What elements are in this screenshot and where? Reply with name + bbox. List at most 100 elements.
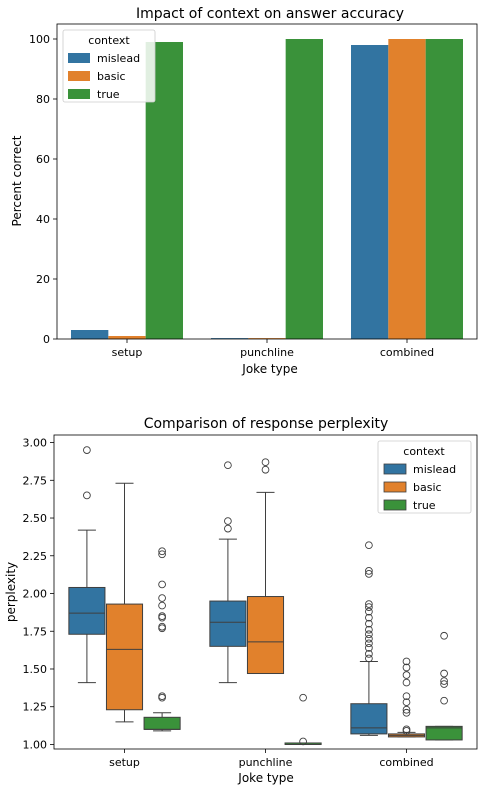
box-mislead-punchline [209,600,247,647]
outlier-true-combined [440,677,448,685]
outlier-true-setup [158,601,166,610]
outlier-basic-punchline [261,458,270,467]
outlier-true-setup [158,693,166,702]
outlier-true-combined [440,631,448,640]
y-tick-label: 20 [36,273,50,286]
legend-label-mislead: mislead [97,52,140,65]
outlier-mislead-setup [83,491,91,500]
outlier-true-setup [158,612,166,621]
accuracy-chart: Impact of context on answer accuracy 0 20… [10,6,478,376]
y-tick-label: 2.75 [23,474,48,487]
chart1-plot-frame [56,23,478,340]
outlier-true-setup [158,547,166,556]
bar-basic-setup [108,336,146,339]
legend-swatch-mislead [383,463,407,475]
y-tick-label: 1.25 [23,701,48,714]
outlier-mislead-combined [365,613,373,622]
legend-swatch-basic [68,71,90,81]
outlier-mislead-combined [365,654,373,663]
chart2-legend: context mislead basic true [377,440,472,514]
bar-true-combined [425,39,463,339]
outlier-mislead-combined [365,607,373,616]
outlier-basic-punchline [261,465,270,474]
outlier-mislead-combined [365,630,373,639]
legend-label-basic: basic [413,481,442,494]
bar-basic-punchline [248,338,286,339]
outlier-basic-combined [402,725,411,734]
y-tick-label: 80 [36,93,50,106]
outlier-true-setup [158,580,166,589]
chart1-bars [71,39,463,339]
legend-label-mislead: mislead [413,463,456,476]
outlier-true-setup [158,692,166,701]
legend-label-true: true [413,499,436,512]
outlier-true-combined [440,669,448,678]
outlier-true-setup [158,622,166,631]
box-true-setup [143,716,181,730]
box-basic-setup [105,603,144,711]
y-tick-label: 1.50 [23,663,48,676]
outlier-true-combined [440,680,448,688]
outlier-mislead-combined [365,625,373,634]
outlier-basic-combined [402,708,411,717]
x-tick-label: combined [379,756,433,769]
outlier-mislead-combined [365,644,373,652]
box-mislead-setup [68,586,106,635]
outlier-basic-combined [402,692,411,701]
chart1-x-label: Joke type [241,362,297,376]
x-tick-label: punchline [240,346,294,359]
outlier-basic-combined [402,678,411,687]
chart1-title: Impact of context on answer accuracy [136,6,404,22]
y-tick-label: 0 [43,333,50,346]
outlier-true-punchline [299,737,307,746]
box-mislead-combined [350,703,388,735]
y-tick-label: 40 [36,213,50,226]
x-tick-label: setup [109,756,140,769]
outlier-true-setup [158,550,166,559]
outlier-mislead-punchline [224,461,232,470]
y-tick-label: 1.75 [23,625,48,638]
outlier-mislead-combined [365,567,373,575]
chart1-legend: context mislead basic true [62,29,156,103]
y-tick-label: 60 [36,153,50,166]
bar-mislead-setup [71,330,109,339]
legend-swatch-true [383,499,407,511]
bar-mislead-combined [351,45,389,339]
outlier-true-punchline [299,693,307,702]
outlier-true-setup [158,594,166,602]
outlier-basic-combined [402,663,411,672]
legend-swatch-true [68,89,90,99]
y-tick-label: 1.00 [23,738,48,751]
outlier-mislead-punchline [224,517,232,525]
legend-title: context [88,34,130,47]
outlier-basic-combined [402,705,411,714]
legend-frame [377,440,472,514]
legend-title: context [403,445,445,458]
y-tick-label: 2.00 [23,588,48,601]
chart1-y-label: Percent correct [10,135,24,226]
outlier-true-setup [158,613,166,622]
outlier-mislead-combined [365,634,373,643]
x-tick-label: setup [112,346,143,359]
outlier-true-setup [158,624,166,633]
y-tick-label: 100 [29,33,50,46]
chart2-title: Comparison of response perplexity [144,416,389,432]
bar-true-punchline [285,39,323,339]
box-basic-punchline [246,596,285,675]
outlier-basic-combined [402,698,411,707]
outlier-mislead-combined [365,603,373,611]
y-tick-label: 3.00 [23,437,48,450]
chart2-x-label: Joke type [237,771,293,785]
chart1-x-axis: setup punchline combined [112,339,434,359]
box-true-combined [425,725,463,741]
outlier-mislead-combined [365,619,373,628]
perplexity-chart: Comparison of response perplexity 1.00 1.… [4,416,478,785]
outlier-basic-combined [402,671,411,679]
legend-label-basic: basic [97,70,126,83]
x-tick-label: combined [380,346,434,359]
chart2-boxes [68,446,463,746]
chart2-y-axis: 1.00 1.25 1.50 1.75 2.00 2.25 2.50 2.75 3.00 [23,437,54,751]
legend-swatch-mislead [68,53,90,63]
y-tick-label: 2.25 [23,550,48,563]
